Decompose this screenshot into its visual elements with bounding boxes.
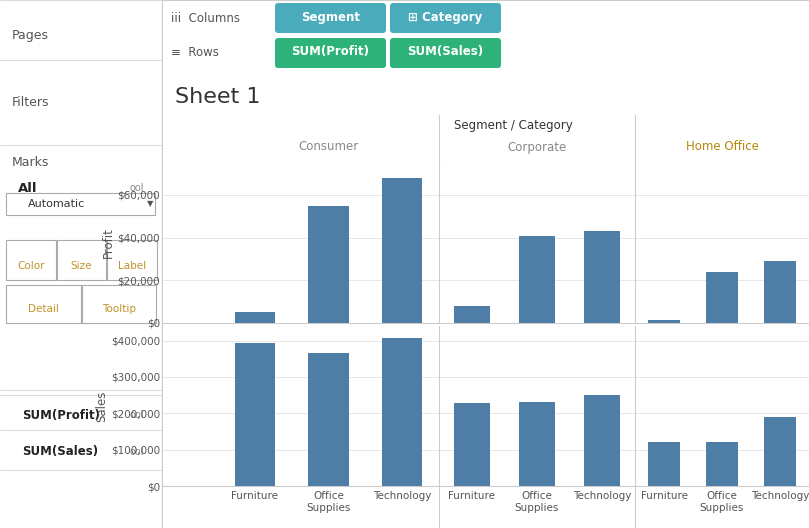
Text: Office
Supplies: Office Supplies [307, 491, 350, 513]
Text: Office
Supplies: Office Supplies [700, 491, 744, 513]
Text: ool: ool [130, 410, 145, 420]
Text: SUM(Profit): SUM(Profit) [22, 409, 100, 421]
Text: Pages: Pages [12, 29, 49, 42]
Text: Tooltip: Tooltip [102, 304, 136, 314]
FancyBboxPatch shape [390, 3, 501, 33]
Text: Technology: Technology [573, 491, 632, 501]
Bar [382, 337, 422, 486]
Text: Segment: Segment [301, 11, 360, 24]
Text: Furniture: Furniture [641, 491, 688, 501]
FancyBboxPatch shape [6, 285, 81, 323]
Text: iii  Columns: iii Columns [171, 12, 240, 24]
FancyBboxPatch shape [275, 38, 386, 68]
Text: Technology: Technology [751, 491, 809, 501]
FancyBboxPatch shape [82, 285, 156, 323]
FancyBboxPatch shape [390, 38, 501, 68]
Text: ≡  Rows: ≡ Rows [171, 46, 219, 60]
Bar [706, 272, 738, 323]
FancyBboxPatch shape [6, 193, 155, 215]
Text: Sheet 1: Sheet 1 [175, 87, 260, 107]
Text: Segment / Category: Segment / Category [454, 118, 573, 131]
Bar [235, 343, 275, 486]
Bar [308, 353, 349, 486]
Bar [519, 235, 555, 323]
Text: Furniture: Furniture [231, 491, 278, 501]
Bar [382, 178, 422, 323]
Y-axis label: Profit: Profit [102, 228, 115, 258]
Text: Size: Size [70, 261, 92, 271]
Bar [454, 403, 489, 486]
FancyBboxPatch shape [275, 3, 386, 33]
Text: Corporate: Corporate [507, 140, 566, 154]
Text: Office
Supplies: Office Supplies [515, 491, 559, 513]
Text: Home Office: Home Office [685, 140, 758, 154]
Text: Furniture: Furniture [448, 491, 495, 501]
Text: Consumer: Consumer [299, 140, 358, 154]
Text: ▼: ▼ [147, 200, 154, 209]
Bar [764, 417, 796, 486]
FancyBboxPatch shape [6, 240, 56, 280]
FancyBboxPatch shape [108, 240, 157, 280]
Text: ool: ool [130, 447, 145, 457]
FancyBboxPatch shape [57, 240, 106, 280]
Text: ool: ool [130, 183, 145, 193]
Y-axis label: Sales: Sales [95, 390, 108, 422]
Text: SUM(Sales): SUM(Sales) [408, 45, 484, 59]
Text: All: All [18, 182, 37, 194]
Bar [706, 441, 738, 486]
Bar [235, 313, 275, 323]
Text: Color: Color [17, 261, 44, 271]
Bar [454, 306, 489, 323]
Text: Filters: Filters [12, 97, 49, 109]
Bar [648, 442, 680, 486]
Text: Marks: Marks [12, 156, 49, 169]
Bar [519, 402, 555, 486]
Text: SUM(Sales): SUM(Sales) [22, 446, 98, 458]
Text: SUM(Profit): SUM(Profit) [291, 45, 370, 59]
Bar [308, 206, 349, 323]
Bar [584, 231, 621, 323]
Bar [764, 261, 796, 323]
Text: Automatic: Automatic [28, 199, 85, 209]
Bar [648, 320, 680, 323]
Text: Technology: Technology [373, 491, 431, 501]
Text: Label: Label [118, 261, 146, 271]
Text: Detail: Detail [28, 304, 59, 314]
Text: ⊞ Category: ⊞ Category [409, 11, 483, 24]
Bar [584, 395, 621, 486]
